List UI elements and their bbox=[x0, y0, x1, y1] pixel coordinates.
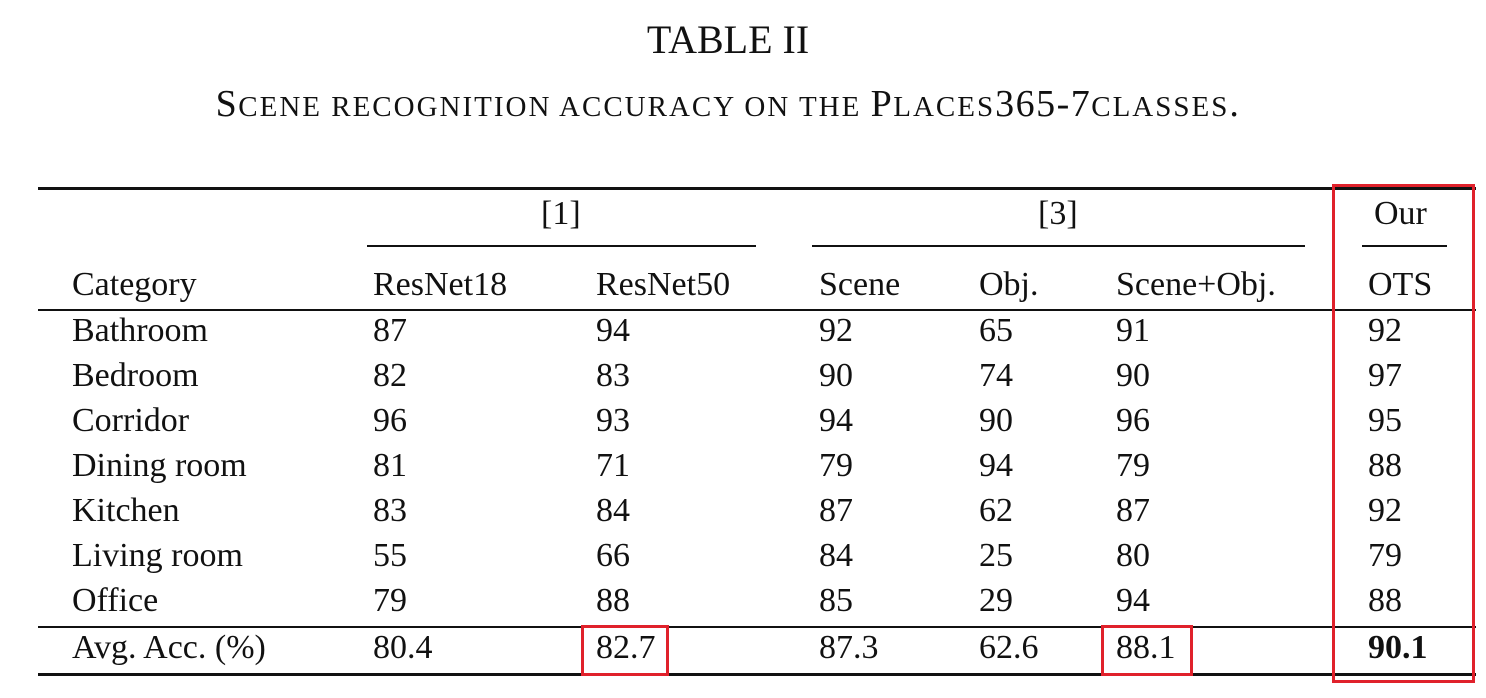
table-cell: 90 bbox=[979, 402, 1013, 439]
table-cell: 97 bbox=[1368, 357, 1402, 394]
highlight-box-ots-column bbox=[1332, 184, 1475, 683]
table-cell: 96 bbox=[373, 402, 407, 439]
table-cell: 95 bbox=[1368, 402, 1402, 439]
table-cell: 71 bbox=[596, 447, 630, 484]
table-cell: 79 bbox=[373, 582, 407, 619]
avg-rule bbox=[38, 626, 1476, 628]
row-label: Bedroom bbox=[72, 357, 199, 394]
table-cell: 79 bbox=[1116, 447, 1150, 484]
group-header-ref3: [3] bbox=[1038, 195, 1078, 232]
row-label: Corridor bbox=[72, 402, 190, 439]
avg-cell: 80.4 bbox=[373, 629, 433, 666]
row-label: Living room bbox=[72, 537, 243, 574]
table-cell: 65 bbox=[979, 312, 1013, 349]
group-rule-ref3 bbox=[812, 245, 1305, 247]
bottom-rule bbox=[38, 673, 1476, 676]
group-header-ours: Our bbox=[1374, 195, 1427, 232]
table-cell: 94 bbox=[819, 402, 853, 439]
avg-cell: 88.1 bbox=[1116, 629, 1176, 666]
table-cell: 55 bbox=[373, 537, 407, 574]
table-cell: 83 bbox=[373, 492, 407, 529]
table-cell: 90 bbox=[1116, 357, 1150, 394]
table-cell: 29 bbox=[979, 582, 1013, 619]
header-rule bbox=[38, 309, 1476, 311]
row-label: Office bbox=[72, 582, 159, 619]
top-rule bbox=[38, 187, 1476, 190]
table-cell: 96 bbox=[1116, 402, 1150, 439]
avg-cell: 82.7 bbox=[596, 629, 656, 666]
highlight-box-scene-obj-avg bbox=[1101, 625, 1193, 676]
table-cell: 84 bbox=[819, 537, 853, 574]
table-cell: 92 bbox=[1368, 312, 1402, 349]
caption-part: CENE RECOGNITION ACCURACY ON THE bbox=[238, 91, 871, 123]
avg-cell: 90.1 bbox=[1368, 629, 1428, 666]
column-header: Scene bbox=[819, 266, 901, 303]
caption-part: . bbox=[1229, 83, 1241, 125]
column-header: OTS bbox=[1368, 266, 1433, 303]
table-cell: 62 bbox=[979, 492, 1013, 529]
avg-row-label: Avg. Acc. (%) bbox=[72, 629, 266, 666]
caption-part: 365-7 bbox=[995, 83, 1092, 125]
table-cell: 66 bbox=[596, 537, 630, 574]
table-caption: SCENE RECOGNITION ACCURACY ON THE PLACES… bbox=[0, 85, 1456, 123]
table-cell: 88 bbox=[1368, 582, 1402, 619]
avg-cell: 62.6 bbox=[979, 629, 1039, 666]
table-cell: 94 bbox=[1116, 582, 1150, 619]
table-cell: 84 bbox=[596, 492, 630, 529]
table-cell: 87 bbox=[1116, 492, 1150, 529]
caption-part: S bbox=[215, 83, 239, 125]
caption-part: LACES bbox=[893, 91, 996, 123]
highlight-box-resnet50-avg bbox=[581, 625, 669, 676]
table-cell: 88 bbox=[1368, 447, 1402, 484]
row-label: Dining room bbox=[72, 447, 247, 484]
table-cell: 94 bbox=[979, 447, 1013, 484]
table-cell: 94 bbox=[596, 312, 630, 349]
table-cell: 91 bbox=[1116, 312, 1150, 349]
table-cell: 87 bbox=[373, 312, 407, 349]
table-cell: 80 bbox=[1116, 537, 1150, 574]
column-header: ResNet18 bbox=[373, 266, 508, 303]
table-cell: 81 bbox=[373, 447, 407, 484]
avg-cell: 87.3 bbox=[819, 629, 879, 666]
group-rule-ours bbox=[1362, 245, 1447, 247]
table-cell: 74 bbox=[979, 357, 1013, 394]
table-cell: 92 bbox=[1368, 492, 1402, 529]
table-cell: 79 bbox=[819, 447, 853, 484]
column-header: Scene+Obj. bbox=[1116, 266, 1276, 303]
table-cell: 90 bbox=[819, 357, 853, 394]
table-cell: 87 bbox=[819, 492, 853, 529]
column-header: Category bbox=[72, 266, 197, 303]
table-cell: 92 bbox=[819, 312, 853, 349]
row-label: Bathroom bbox=[72, 312, 208, 349]
table-cell: 82 bbox=[373, 357, 407, 394]
group-header-ref1: [1] bbox=[541, 195, 581, 232]
column-header: Obj. bbox=[979, 266, 1039, 303]
table-cell: 93 bbox=[596, 402, 630, 439]
table-cell: 85 bbox=[819, 582, 853, 619]
table-cell: 79 bbox=[1368, 537, 1402, 574]
table-number: TABLE II bbox=[646, 17, 810, 62]
caption-part: CLASSES bbox=[1091, 91, 1230, 123]
table-cell: 88 bbox=[596, 582, 630, 619]
table-cell: 83 bbox=[596, 357, 630, 394]
table-cell: 25 bbox=[979, 537, 1013, 574]
group-rule-ref1 bbox=[367, 245, 756, 247]
row-label: Kitchen bbox=[72, 492, 180, 529]
column-header: ResNet50 bbox=[596, 266, 731, 303]
caption-part: P bbox=[870, 83, 894, 125]
